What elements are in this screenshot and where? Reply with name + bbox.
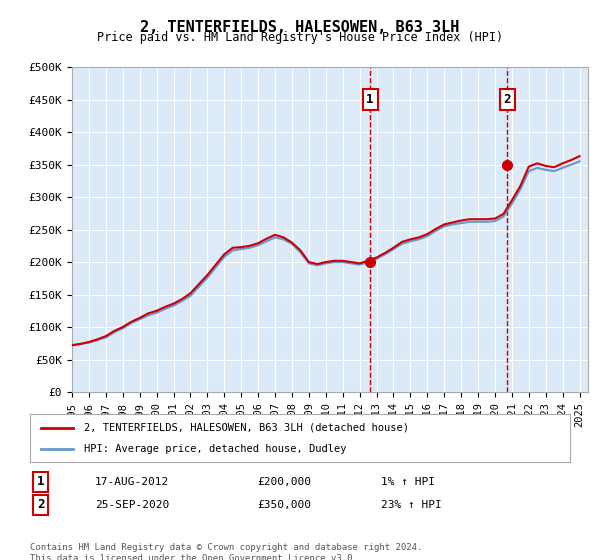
Text: 23% ↑ HPI: 23% ↑ HPI xyxy=(381,500,442,510)
Text: 1% ↑ HPI: 1% ↑ HPI xyxy=(381,477,435,487)
Text: HPI: Average price, detached house, Dudley: HPI: Average price, detached house, Dudl… xyxy=(84,444,347,454)
Text: £350,000: £350,000 xyxy=(257,500,311,510)
Text: Contains HM Land Registry data © Crown copyright and database right 2024.
This d: Contains HM Land Registry data © Crown c… xyxy=(30,543,422,560)
Text: 1: 1 xyxy=(367,93,374,106)
Text: 17-AUG-2012: 17-AUG-2012 xyxy=(95,477,169,487)
Text: 1: 1 xyxy=(37,475,44,488)
Text: 2: 2 xyxy=(37,498,44,511)
Text: 2, TENTERFIELDS, HALESOWEN, B63 3LH: 2, TENTERFIELDS, HALESOWEN, B63 3LH xyxy=(140,20,460,35)
Text: £200,000: £200,000 xyxy=(257,477,311,487)
Text: Price paid vs. HM Land Registry's House Price Index (HPI): Price paid vs. HM Land Registry's House … xyxy=(97,31,503,44)
Text: 2: 2 xyxy=(503,93,511,106)
Text: 25-SEP-2020: 25-SEP-2020 xyxy=(95,500,169,510)
Text: 2, TENTERFIELDS, HALESOWEN, B63 3LH (detached house): 2, TENTERFIELDS, HALESOWEN, B63 3LH (det… xyxy=(84,423,409,433)
